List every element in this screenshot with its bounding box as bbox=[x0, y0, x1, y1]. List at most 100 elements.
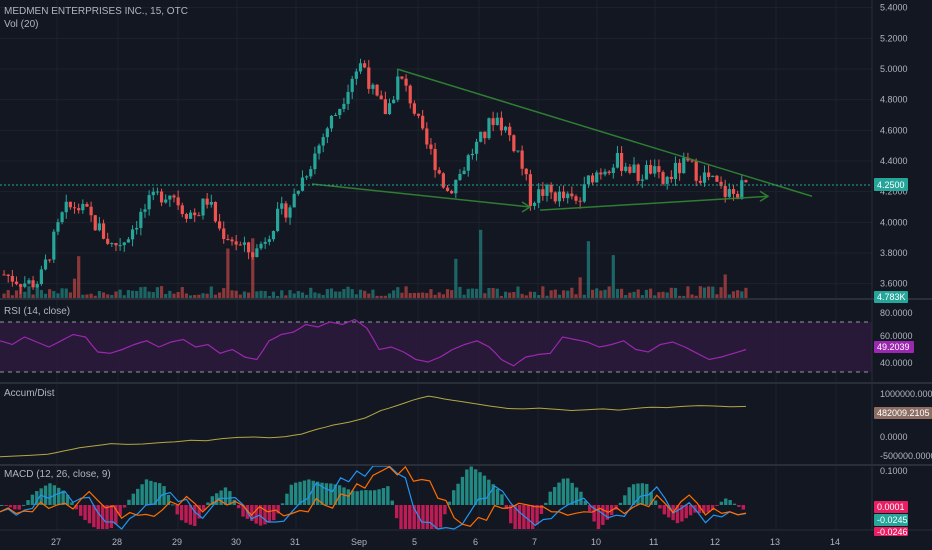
candle-body bbox=[48, 259, 52, 261]
time-axis[interactable]: 27 28 29 30 31 Sep 5 6 7 10 11 12 13 14 bbox=[51, 537, 840, 547]
candle-body bbox=[147, 195, 151, 210]
candle-body bbox=[470, 153, 474, 156]
macd-hist-bar bbox=[566, 478, 570, 505]
accum-tick-0: 0.0000 bbox=[880, 432, 908, 442]
volume-bar bbox=[205, 293, 209, 299]
macd-hist-bar bbox=[535, 505, 539, 525]
trendlines[interactable] bbox=[311, 68, 813, 213]
macd-hist-bar bbox=[166, 494, 171, 505]
volume-bar bbox=[246, 292, 251, 299]
candle-body bbox=[445, 187, 450, 191]
macd-hist-bar bbox=[241, 505, 245, 517]
macd-legend[interactable]: MACD (12, 26, close, 9) bbox=[4, 469, 111, 480]
macd-hist-bar bbox=[719, 501, 724, 505]
macd-tick-01: 0.1000 bbox=[880, 466, 908, 476]
macd-hist-bar bbox=[715, 505, 719, 506]
trendline-arrowhead bbox=[759, 190, 770, 202]
macd-hist-bar bbox=[495, 488, 500, 505]
volume-bar bbox=[412, 292, 416, 299]
macd-hist-bar bbox=[737, 505, 741, 507]
volume-bar bbox=[193, 294, 197, 299]
volume-bar bbox=[495, 288, 499, 299]
candle-body bbox=[325, 128, 329, 138]
macd-hist-bar bbox=[710, 505, 715, 511]
macd-hist-bar bbox=[4, 505, 8, 506]
volume-bar bbox=[508, 292, 512, 299]
macd-hist-bar bbox=[412, 505, 416, 529]
macd-hist-bar bbox=[377, 489, 381, 505]
macd-hist-bar bbox=[258, 505, 263, 526]
macd-hist-bar bbox=[206, 502, 210, 505]
rsi-legend[interactable]: RSI (14, close) bbox=[4, 306, 71, 317]
trendline-lower-left bbox=[311, 183, 531, 208]
candle-body bbox=[209, 201, 213, 205]
volume-bar bbox=[39, 289, 43, 299]
volume-bar bbox=[528, 291, 533, 299]
macd-hist-bar bbox=[588, 505, 592, 512]
candle-body bbox=[242, 242, 247, 245]
candle-body bbox=[217, 221, 222, 229]
candle-body bbox=[255, 248, 259, 258]
volume-bar bbox=[276, 295, 280, 299]
volume-bar bbox=[682, 295, 686, 299]
volume-bar bbox=[126, 289, 131, 299]
volume-bar bbox=[114, 291, 118, 299]
volume-bar bbox=[251, 238, 255, 299]
volume-bar bbox=[155, 287, 160, 299]
candle-body bbox=[267, 239, 271, 242]
candle-body bbox=[466, 155, 470, 171]
macd-hist-bar bbox=[618, 502, 623, 505]
macd-hist-bar bbox=[96, 505, 100, 529]
volume-bar bbox=[702, 287, 707, 299]
volume-bar bbox=[479, 229, 483, 299]
macd-hist-bar bbox=[434, 505, 438, 529]
volume-bar bbox=[520, 293, 524, 299]
volume-bar bbox=[707, 286, 711, 299]
volume-legend[interactable]: Vol (20) bbox=[4, 19, 39, 30]
candle-body bbox=[483, 131, 487, 139]
macd-hist-bar bbox=[188, 505, 193, 525]
volume-bar bbox=[400, 292, 404, 299]
candle-body bbox=[474, 141, 479, 154]
macd-hist-bar bbox=[544, 502, 548, 505]
candle-body bbox=[43, 259, 48, 270]
volume-bar bbox=[271, 291, 276, 299]
candle-body bbox=[284, 203, 288, 218]
price-axis[interactable]: 5.4000 5.2000 5.0000 4.8000 4.6000 4.4000 4.20… bbox=[880, 3, 908, 289]
price-tick-label: 4.4000 bbox=[880, 156, 908, 166]
rsi-tick-60: 60.0000 bbox=[880, 331, 913, 341]
volume-bar bbox=[433, 294, 437, 299]
macd-hist-bar bbox=[355, 491, 359, 505]
volume-bar bbox=[649, 288, 653, 299]
accum-tick-neg: -500000.0000 bbox=[880, 451, 932, 461]
accum-legend[interactable]: Accum/Dist bbox=[4, 388, 55, 399]
macd-hist-bar bbox=[658, 505, 662, 509]
symbol-title[interactable]: MEDMEN ENTERPRISES INC., 15, OTC bbox=[4, 6, 188, 17]
macd-hist-bar bbox=[574, 487, 579, 505]
volume-bar bbox=[628, 292, 632, 299]
macd-hist-bar bbox=[307, 479, 311, 505]
macd-hist-bar bbox=[70, 502, 74, 505]
candle-body bbox=[126, 239, 131, 243]
candle-body bbox=[56, 222, 60, 232]
candle-body bbox=[172, 195, 176, 198]
candle-body bbox=[549, 184, 553, 193]
candle-body bbox=[458, 173, 462, 180]
volume-bar bbox=[292, 293, 296, 299]
volume-bar bbox=[669, 287, 673, 299]
volume-bar bbox=[338, 291, 342, 299]
candle-body bbox=[537, 189, 541, 203]
volume-bar bbox=[172, 293, 176, 299]
volume-bar bbox=[462, 294, 466, 299]
candle-body bbox=[615, 152, 620, 168]
candle-body bbox=[744, 180, 748, 183]
candle-body bbox=[450, 190, 454, 194]
macd-hist-bar bbox=[114, 505, 118, 525]
candle-body bbox=[130, 229, 135, 240]
volume-bar bbox=[611, 255, 615, 299]
candle-body bbox=[271, 230, 276, 240]
volume-bar bbox=[644, 289, 649, 299]
macd-hist-bar bbox=[342, 487, 346, 505]
candle-body bbox=[205, 198, 209, 205]
